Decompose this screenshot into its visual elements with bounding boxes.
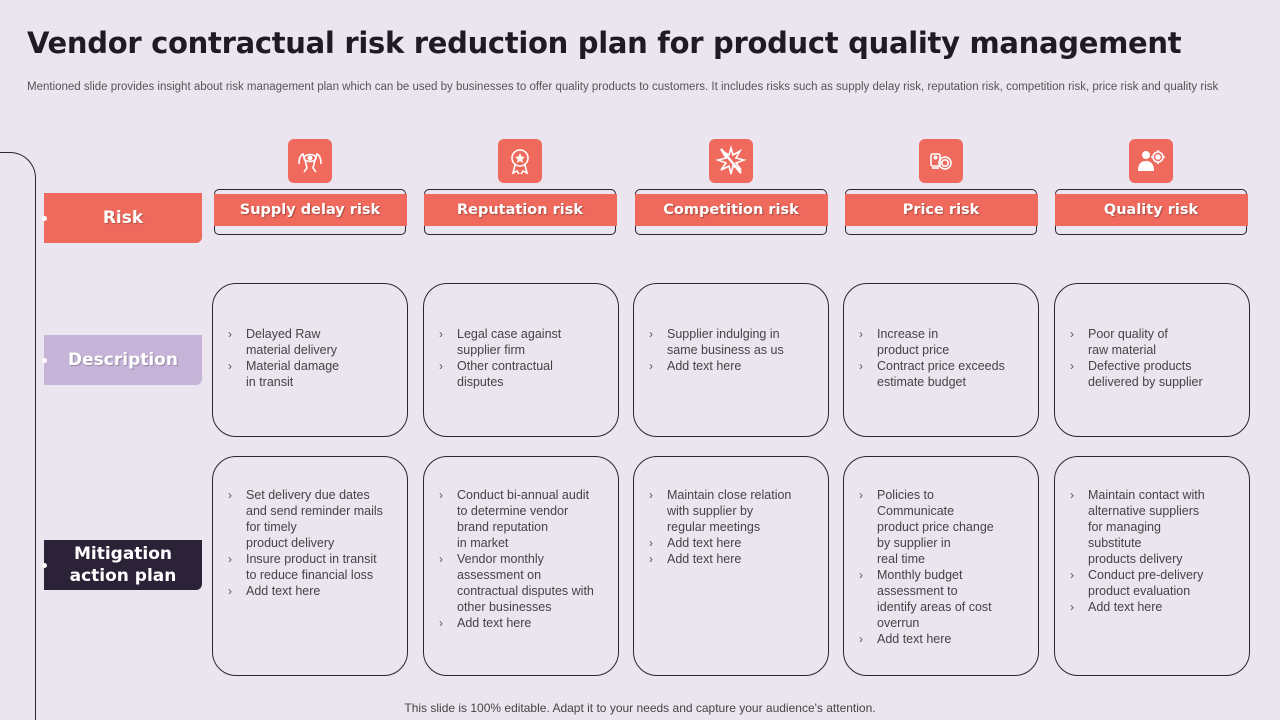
row-label-description-text: Description xyxy=(68,350,178,370)
description-item: Add text here xyxy=(634,358,828,374)
mitigation-card: Maintain contact with alternative suppli… xyxy=(1054,456,1250,676)
mitigation-card: Conduct bi-annual audit to determine ven… xyxy=(423,456,619,676)
description-item: Defective products delivered by supplier xyxy=(1055,358,1249,390)
quality-person-gear-icon xyxy=(1129,139,1173,183)
row-label-mitigation-text: Mitigation action plan xyxy=(69,544,177,586)
description-item: Contract price exceeds estimate budget xyxy=(844,358,1038,390)
risk-header-price: Price risk xyxy=(844,189,1038,235)
description-card: Poor quality of raw material Defective p… xyxy=(1054,283,1250,437)
description-item: Supplier indulging in same business as u… xyxy=(634,326,828,358)
description-item: Legal case against supplier firm xyxy=(424,326,618,358)
mitigation-item: Conduct pre-delivery product evaluation xyxy=(1055,567,1249,599)
mitigation-item: Add text here xyxy=(424,615,618,631)
competition-burst-icon xyxy=(709,139,753,183)
risk-header-supply-delay: Supply delay risk xyxy=(213,189,407,235)
description-card: Legal case against supplier firm Other c… xyxy=(423,283,619,437)
row-label-risk-text: Risk xyxy=(102,208,144,228)
risk-header-label: Price risk xyxy=(844,194,1038,226)
row-label-description: Description xyxy=(42,335,202,385)
mitigation-item: Set delivery due dates and send reminder… xyxy=(213,487,407,551)
risk-header-competition: Competition risk xyxy=(634,189,828,235)
award-badge-icon xyxy=(498,139,542,183)
mitigation-item: Monthly budget assessment to identify ar… xyxy=(844,567,1038,631)
left-bracket-line xyxy=(0,152,36,720)
description-item: Delayed Raw material delivery xyxy=(213,326,407,358)
mitigation-item: Conduct bi-annual audit to determine ven… xyxy=(424,487,618,551)
description-item: Other contractual disputes xyxy=(424,358,618,390)
mitigation-item: Vendor monthly assessment on contractual… xyxy=(424,551,618,615)
description-card: Delayed Raw material delivery Material d… xyxy=(212,283,408,437)
risk-header-label: Reputation risk xyxy=(423,194,617,226)
connector-dot xyxy=(42,357,47,363)
mitigation-card: Policies to Communicate product price ch… xyxy=(843,456,1039,676)
risk-header-label: Quality risk xyxy=(1054,194,1248,226)
risk-header-label: Supply delay risk xyxy=(213,194,407,226)
mitigation-card: Set delivery due dates and send reminder… xyxy=(212,456,408,676)
row-label-risk: Risk xyxy=(42,193,202,243)
description-card: Increase in product price Contract price… xyxy=(843,283,1039,437)
mitigation-item: Maintain contact with alternative suppli… xyxy=(1055,487,1249,567)
risk-header-reputation: Reputation risk xyxy=(423,189,617,235)
mitigation-item: Insure product in transit to reduce fina… xyxy=(213,551,407,583)
row-label-mitigation: Mitigation action plan xyxy=(42,540,202,590)
mitigation-item: Add text here xyxy=(634,535,828,551)
description-item: Poor quality of raw material xyxy=(1055,326,1249,358)
hands-eye-icon xyxy=(288,139,332,183)
footer-note: This slide is 100% editable. Adapt it to… xyxy=(404,701,876,715)
mitigation-item: Add text here xyxy=(634,551,828,567)
connector-dot xyxy=(42,562,47,568)
mitigation-item: Add text here xyxy=(844,631,1038,647)
price-coins-icon xyxy=(919,139,963,183)
connector-dot xyxy=(42,215,47,221)
page-title: Vendor contractual risk reduction plan f… xyxy=(27,26,1182,60)
description-item: Increase in product price xyxy=(844,326,1038,358)
description-item: Material damage in transit xyxy=(213,358,407,390)
mitigation-card: Maintain close relation with supplier by… xyxy=(633,456,829,676)
risk-header-label: Competition risk xyxy=(634,194,828,226)
mitigation-item: Add text here xyxy=(213,583,407,599)
mitigation-item: Add text here xyxy=(1055,599,1249,615)
mitigation-item: Policies to Communicate product price ch… xyxy=(844,487,1038,567)
mitigation-item: Maintain close relation with supplier by… xyxy=(634,487,828,535)
risk-header-quality: Quality risk xyxy=(1054,189,1248,235)
page-subtitle: Mentioned slide provides insight about r… xyxy=(27,81,1219,93)
description-card: Supplier indulging in same business as u… xyxy=(633,283,829,437)
